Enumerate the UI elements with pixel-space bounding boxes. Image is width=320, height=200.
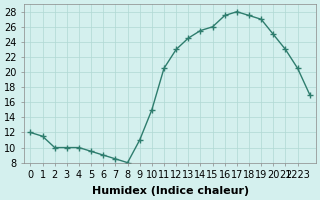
X-axis label: Humidex (Indice chaleur): Humidex (Indice chaleur): [92, 186, 249, 196]
